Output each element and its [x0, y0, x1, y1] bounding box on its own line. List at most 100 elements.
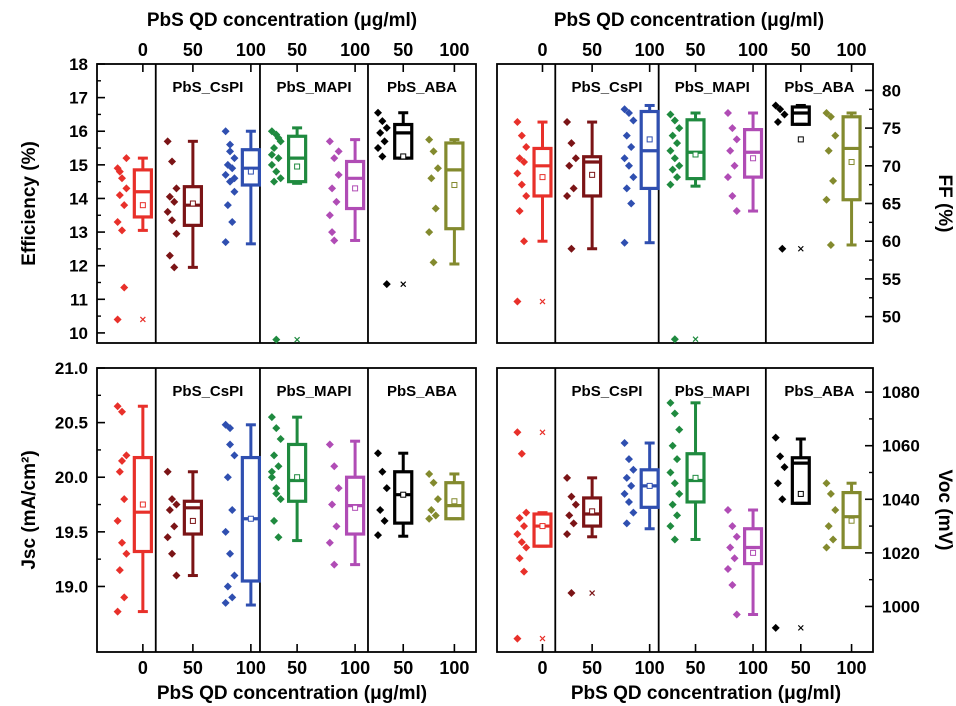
data-point — [170, 522, 179, 531]
x-tick-label: 100 — [340, 40, 370, 60]
box-group-7 — [425, 135, 465, 267]
data-point — [120, 593, 129, 602]
mean-marker — [451, 182, 458, 189]
box-group-2 — [163, 467, 204, 580]
data-point — [522, 543, 531, 552]
data-point — [267, 473, 276, 482]
data-point — [624, 455, 633, 464]
mean-marker — [589, 508, 596, 515]
x-tick-label: 100 — [738, 658, 768, 678]
data-point — [517, 538, 526, 547]
data-point — [228, 593, 237, 602]
y-tick-label: 70 — [882, 157, 901, 176]
mean-marker — [848, 159, 855, 166]
x-tick-label: 50 — [393, 658, 413, 678]
data-point — [517, 449, 526, 458]
data-point — [274, 133, 283, 142]
y-tick-label: 20.0 — [55, 468, 88, 487]
data-point — [120, 495, 129, 504]
data-point — [831, 506, 840, 514]
data-point — [118, 407, 127, 416]
data-point — [382, 280, 391, 289]
data-point — [567, 139, 576, 148]
data-point — [325, 440, 334, 449]
x-tick-label: 50 — [287, 658, 307, 678]
data-point — [230, 154, 239, 163]
data-point — [670, 335, 679, 344]
box-iqr — [132, 455, 153, 554]
x-tick-label: 50 — [393, 40, 413, 60]
box-group-4 — [666, 398, 706, 544]
data-point — [380, 516, 389, 525]
box-iqr — [841, 490, 862, 550]
data-point — [730, 161, 739, 170]
mean-marker — [400, 153, 407, 160]
data-point — [622, 131, 631, 140]
box-iqr — [393, 122, 414, 160]
data-point — [728, 522, 737, 531]
box-group-3 — [221, 127, 262, 247]
data-point — [668, 441, 677, 450]
data-point — [673, 139, 682, 148]
data-point — [515, 207, 524, 216]
data-point — [666, 180, 675, 189]
plot-frame — [496, 63, 874, 344]
data-point — [276, 435, 285, 443]
mean-marker — [400, 491, 407, 498]
data-point — [429, 478, 438, 487]
data-point — [221, 527, 230, 536]
data-point — [221, 170, 230, 179]
x-tick-label: 50 — [791, 658, 811, 678]
mean-marker — [797, 490, 804, 497]
y-tick-label: 80 — [882, 81, 901, 100]
data-point — [376, 506, 385, 514]
data-point — [668, 500, 677, 509]
mean-marker — [750, 155, 757, 162]
data-point — [330, 236, 339, 245]
data-point — [373, 108, 382, 117]
data-point — [673, 455, 682, 464]
box-group-3 — [221, 420, 262, 607]
data-point — [513, 530, 522, 539]
data-point — [165, 251, 174, 260]
data-point — [274, 462, 283, 471]
data-point — [620, 105, 629, 114]
data-point — [272, 489, 281, 498]
data-point — [520, 158, 529, 167]
data-point — [425, 135, 434, 144]
data-point — [223, 201, 232, 210]
data-point — [328, 500, 337, 509]
data-point — [221, 238, 230, 247]
data-point — [378, 117, 387, 126]
data-point — [668, 131, 677, 140]
data-point — [670, 409, 679, 418]
y-tick-label: 12 — [69, 257, 88, 276]
data-point — [822, 195, 831, 204]
data-point — [670, 479, 679, 488]
data-point — [726, 543, 735, 552]
chart-panel-efficiency: PbS_CsPI PbS_MAPI PbS_ABA 10 11 12 13 14 15 16 17 1… — [19, 40, 477, 344]
data-point — [732, 207, 741, 216]
data-point — [380, 137, 389, 146]
data-point — [330, 154, 339, 163]
data-point — [276, 495, 285, 504]
box-iqr — [685, 118, 706, 181]
y-tick-label: 1080 — [882, 383, 920, 402]
data-point — [118, 456, 127, 465]
data-point — [228, 217, 237, 226]
data-point — [675, 124, 684, 133]
data-point — [771, 623, 780, 632]
data-point — [165, 506, 174, 514]
data-point — [328, 228, 337, 237]
data-point — [332, 522, 341, 531]
data-point — [826, 489, 835, 498]
data-point — [780, 463, 789, 472]
chart-panel-fill-factor: PbS_CsPI PbS_MAPI PbS_ABA 50 55 60 65 70 75 80 FF … — [496, 40, 955, 344]
outlier-marker — [294, 336, 301, 343]
y-tick-label: 55 — [882, 270, 901, 289]
data-point — [120, 201, 129, 210]
data-point — [172, 184, 181, 193]
data-point — [627, 142, 636, 151]
box-group-6 — [373, 108, 414, 289]
data-point — [520, 522, 529, 531]
